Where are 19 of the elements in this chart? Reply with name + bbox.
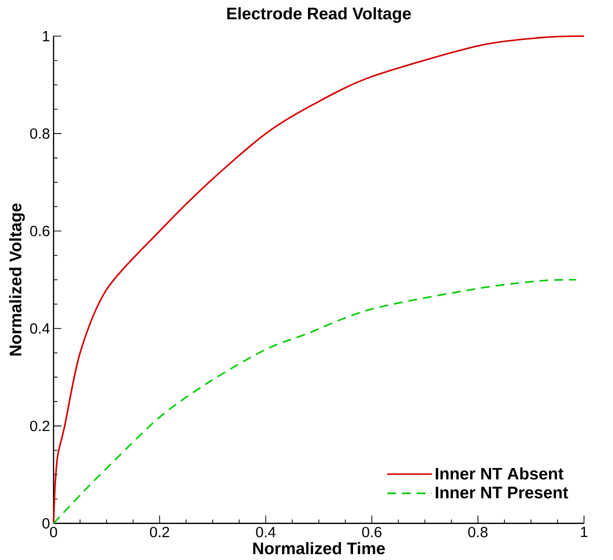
x-tick-label: 0.2 <box>150 527 170 538</box>
legend-label: Inner NT Present <box>436 487 568 499</box>
x-tick-label: 0.6 <box>362 527 382 538</box>
legend-label: Inner NT Absent <box>436 468 564 480</box>
line-series <box>52 36 585 524</box>
chart-title: Electrode Read Voltage <box>227 7 411 24</box>
y-tick-label: 0.2 <box>30 420 50 432</box>
line-series <box>52 279 577 524</box>
y-tick-label: 0.8 <box>30 128 50 140</box>
y-tick-label: 0 <box>42 518 50 529</box>
y-axis-title: Normalized Voltage <box>9 204 25 356</box>
y-tick-label: 1 <box>43 31 50 42</box>
x-tick-label: 0.8 <box>468 527 488 538</box>
x-axis-title: Normalized Time <box>253 542 385 555</box>
y-tick-label: 0.6 <box>30 226 50 236</box>
x-tick-label: 0.4 <box>256 527 276 538</box>
y-tick-label: 0.4 <box>30 323 50 334</box>
x-tick-label: 1 <box>581 527 588 538</box>
x-tick-label: 0 <box>50 527 58 538</box>
